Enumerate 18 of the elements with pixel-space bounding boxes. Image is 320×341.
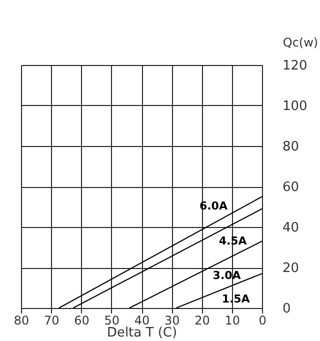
y-tick-label: 100 [282,99,308,114]
x-tick-label: 40 [134,314,150,328]
y-tick-label: 120 [282,58,308,74]
x-tick-label: 70 [44,314,60,328]
y-tick-label: 60 [282,180,300,195]
x-tick-label: 20 [194,314,210,328]
y-tick-label: 80 [282,140,300,154]
x-tick-label: 80 [14,314,30,328]
y-axis-title: Qc(w) [282,36,318,50]
x-tick-label: 0 [258,314,266,328]
x-tick-label: 60 [74,314,90,328]
y-tick-label: 0 [282,302,291,316]
x-axis-title: Delta T (C) [106,326,178,340]
x-tick-label: 10 [224,314,240,328]
x-tick-label: 50 [104,314,120,328]
x-tick-label: 30 [164,314,180,328]
y-tick-label: 20 [282,261,300,276]
y-tick-label: 40 [282,220,300,236]
